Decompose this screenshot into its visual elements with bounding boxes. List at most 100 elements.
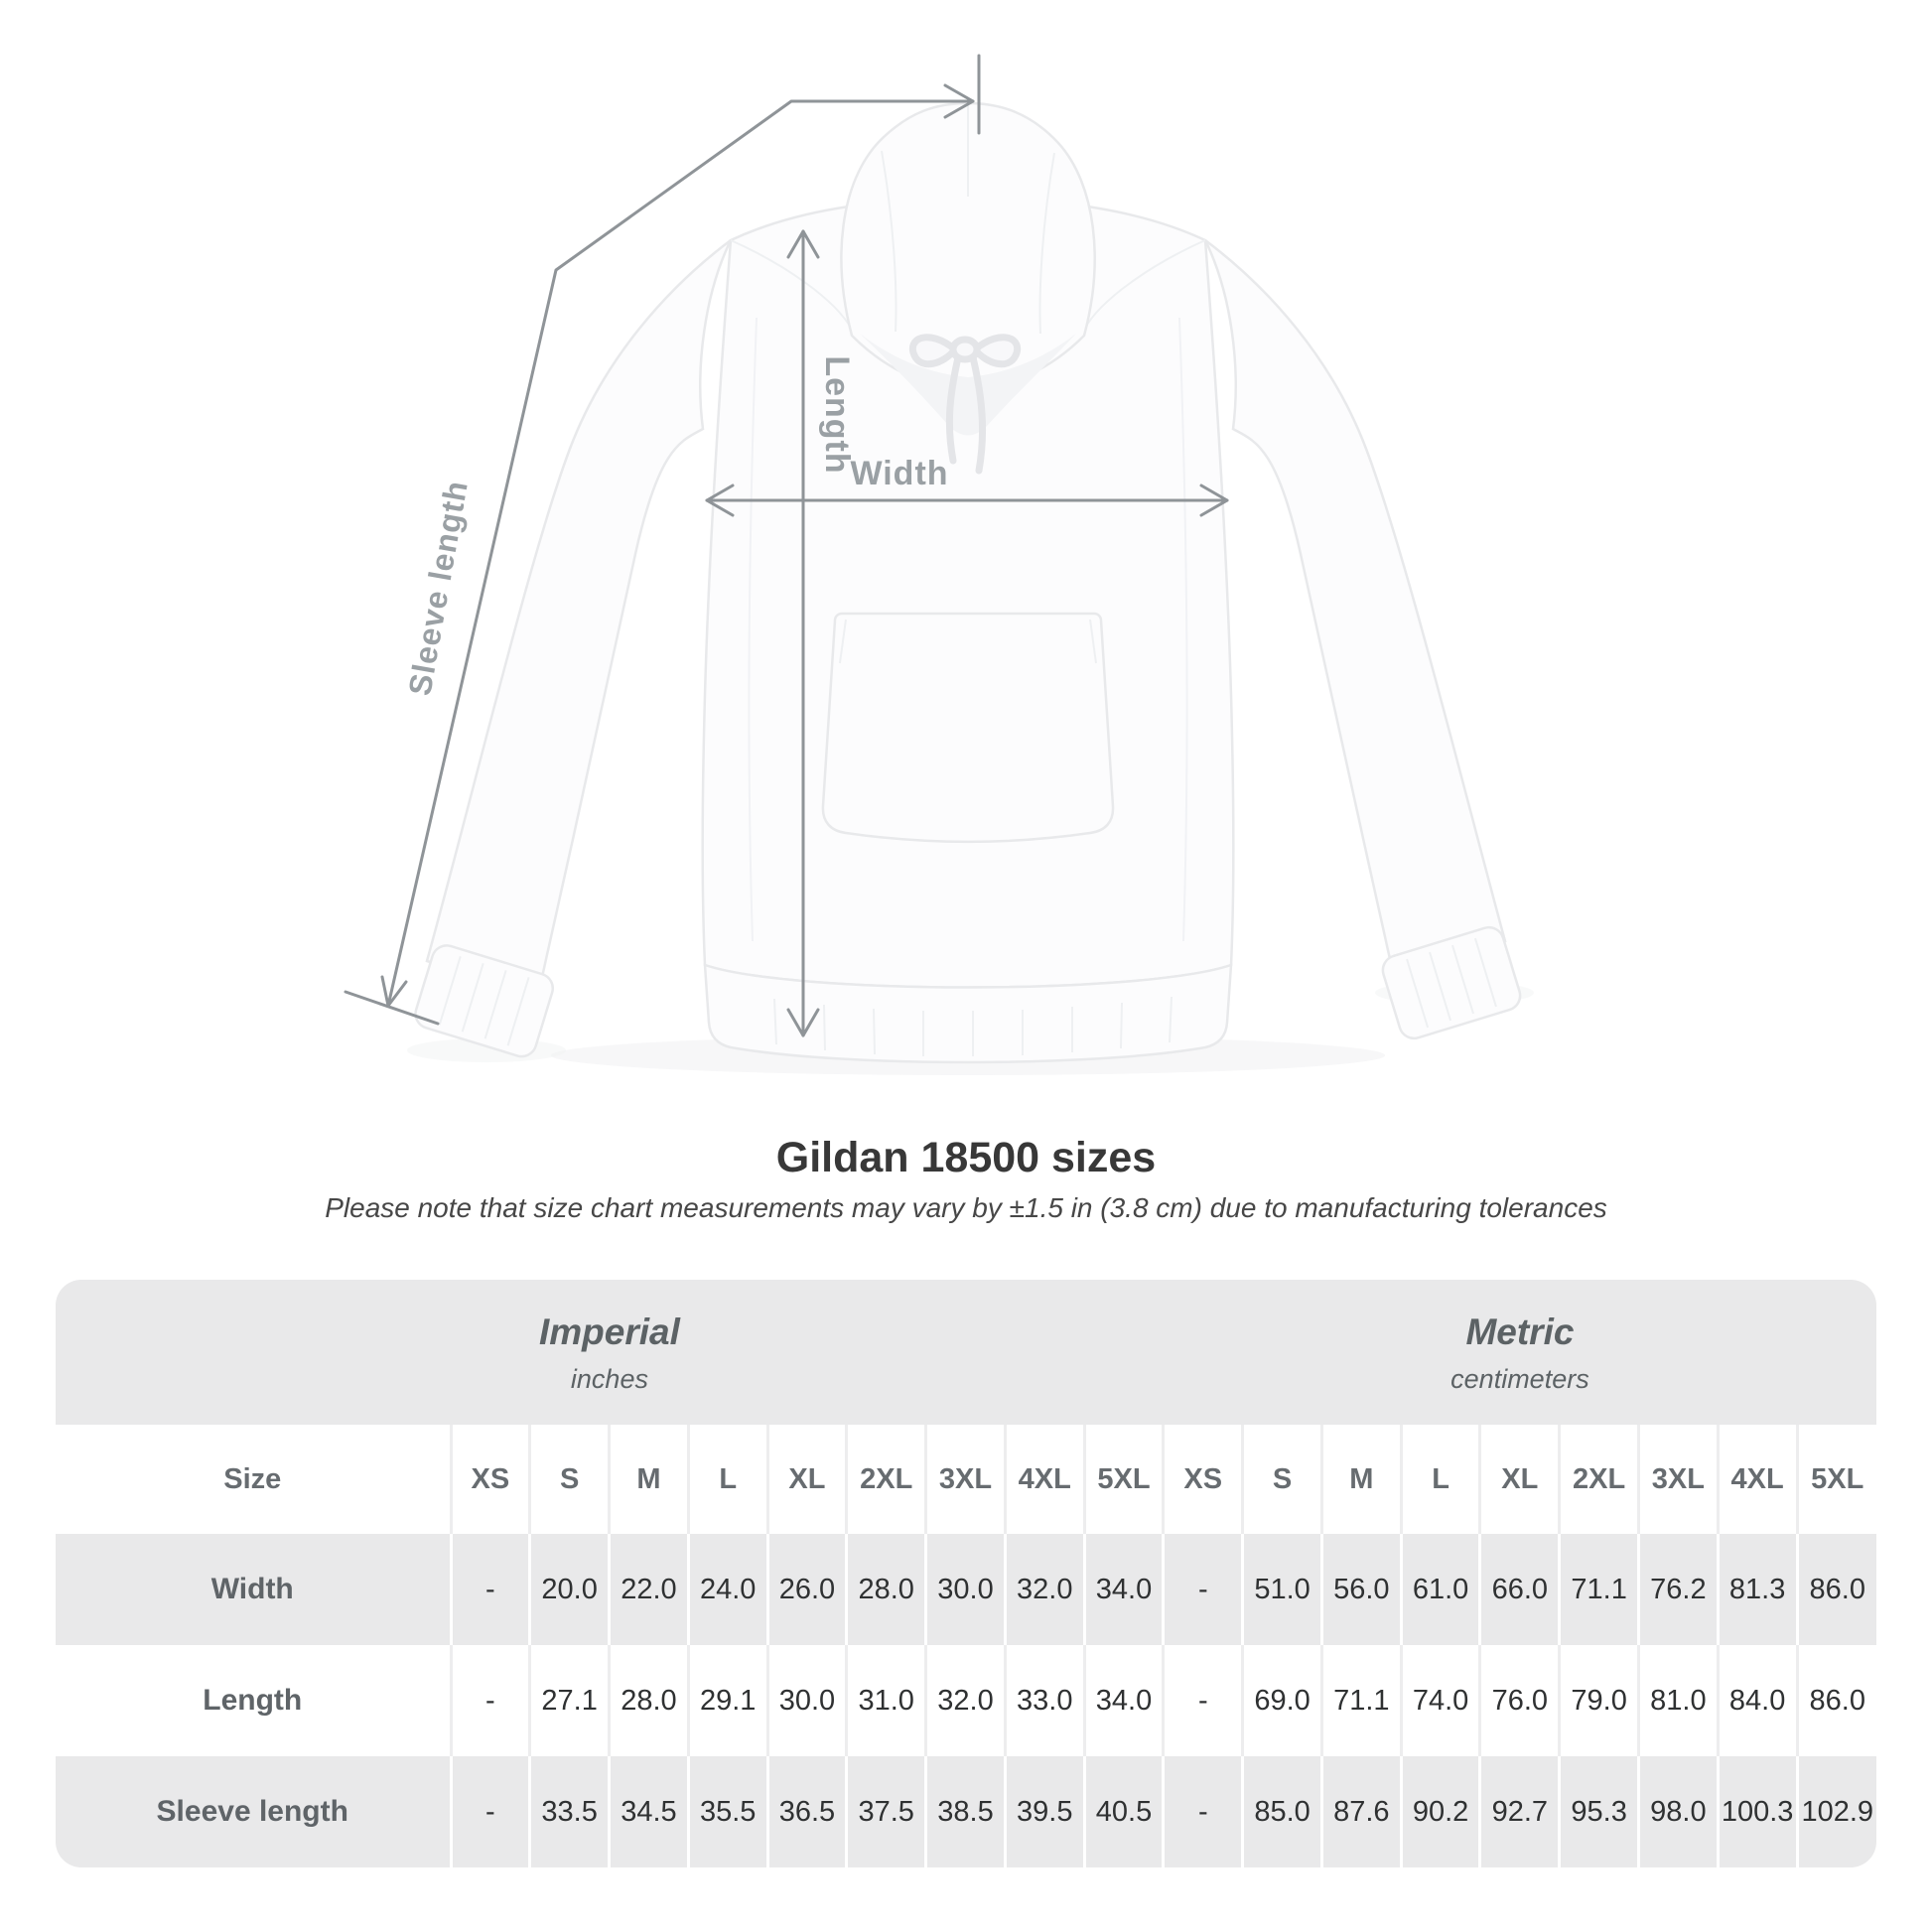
hoodie-drawstrings	[908, 334, 1022, 475]
row-label-length: Length	[203, 1684, 303, 1717]
width-metric-xs: -	[1162, 1534, 1243, 1645]
hoodie-waistband	[703, 963, 1233, 1064]
imperial-group-label: Imperial	[538, 1311, 680, 1353]
size-header-metric-xs: XS	[1162, 1425, 1243, 1534]
size-header-imperial-l: L	[686, 1425, 768, 1534]
size-header-metric-3xl: 3XL	[1636, 1425, 1719, 1534]
sleeve-imperial-xs: -	[449, 1756, 530, 1867]
length-imperial-xs: -	[449, 1645, 530, 1756]
size-header-metric-m: M	[1319, 1425, 1402, 1534]
width-imperial-s: 20.0	[528, 1534, 610, 1645]
size-header-metric-s: S	[1241, 1425, 1322, 1534]
sleeve-metric-xl: 92.7	[1478, 1756, 1560, 1867]
size-header-imperial-5xl: 5XL	[1082, 1425, 1164, 1534]
sleeve-metric-l: 90.2	[1399, 1756, 1480, 1867]
width-metric-3xl: 76.2	[1636, 1534, 1719, 1645]
width-metric-l: 61.0	[1399, 1534, 1480, 1645]
row-label-sleeve-length: Sleeve length	[156, 1795, 348, 1828]
hood-opening-shadow	[860, 334, 1076, 436]
width-metric-4xl: 81.3	[1716, 1534, 1798, 1645]
length-measure-label: Length	[818, 355, 856, 474]
row-label-width: Width	[210, 1573, 294, 1605]
imperial-group-header: Imperial inches	[56, 1280, 1164, 1425]
page-title: Gildan 18500 sizes	[775, 1134, 1157, 1181]
hoodie-image	[414, 101, 1522, 1064]
width-imperial-4xl: 32.0	[1003, 1534, 1085, 1645]
width-imperial-5xl: 34.0	[1082, 1534, 1164, 1645]
sleeve-metric-xs: -	[1162, 1756, 1243, 1867]
width-imperial-xs: -	[449, 1534, 530, 1645]
width-measure	[705, 483, 1229, 517]
length-metric-5xl: 86.0	[1795, 1645, 1876, 1756]
size-chart-table: Imperial inches Metric centimeters Size …	[56, 1280, 1876, 1867]
cuff-tick	[344, 990, 440, 1026]
sleeve-metric-2xl: 95.3	[1558, 1756, 1639, 1867]
width-metric-s: 51.0	[1241, 1534, 1322, 1645]
size-header-imperial-m: M	[608, 1425, 689, 1534]
sleeve-metric-5xl: 102.9	[1795, 1756, 1876, 1867]
sleeve-imperial-3xl: 38.5	[924, 1756, 1006, 1867]
width-metric-xl: 66.0	[1478, 1534, 1560, 1645]
hoodie-left-sleeve	[425, 239, 733, 997]
hoodie-left-cuff	[414, 944, 555, 1058]
width-metric-2xl: 71.1	[1558, 1534, 1639, 1645]
sleeve-imperial-l: 35.5	[686, 1756, 768, 1867]
width-metric-5xl: 86.0	[1795, 1534, 1876, 1645]
arrowhead-left-icon	[705, 483, 735, 517]
imperial-unit-label: inches	[570, 1363, 648, 1394]
length-measure	[786, 229, 820, 1037]
sleeve-imperial-5xl: 40.5	[1082, 1756, 1164, 1867]
length-imperial-xl: 30.0	[765, 1645, 847, 1756]
metric-group-label: Metric	[1465, 1311, 1575, 1353]
length-imperial-2xl: 31.0	[845, 1645, 926, 1756]
width-row: Width - 20.0 22.0 24.0 26.0 28.0 30.0 32…	[56, 1534, 1876, 1645]
sleeve-metric-3xl: 98.0	[1636, 1756, 1719, 1867]
size-header-imperial-3xl: 3XL	[924, 1425, 1006, 1534]
size-header-imperial-2xl: 2XL	[845, 1425, 926, 1534]
length-row: Length - 27.1 28.0 29.1 30.0 31.0 32.0 3…	[56, 1645, 1876, 1756]
hoodie-measurement-diagram: Length Width Sleeve length	[344, 54, 1522, 1064]
arrowhead-down-icon	[786, 1008, 820, 1037]
length-imperial-s: 27.1	[528, 1645, 610, 1756]
hoodie-pocket	[821, 612, 1115, 844]
size-header-row: Size XS S M L XL 2XL 3XL 4XL 5XL XS S M …	[56, 1425, 1876, 1534]
sleeve-length-row: Sleeve length - 33.5 34.5 35.5 36.5 37.5…	[56, 1756, 1876, 1867]
length-metric-4xl: 84.0	[1716, 1645, 1798, 1756]
width-measure-label: Width	[850, 455, 948, 492]
size-header-imperial-4xl: 4XL	[1003, 1425, 1085, 1534]
size-header-metric-5xl: 5XL	[1795, 1425, 1876, 1534]
size-column-header: Size	[223, 1462, 282, 1495]
width-imperial-xl: 26.0	[765, 1534, 847, 1645]
width-imperial-3xl: 30.0	[924, 1534, 1006, 1645]
hoodie-right-cuff	[1381, 925, 1522, 1040]
size-chart-card: Imperial inches Metric centimeters Size …	[56, 1280, 1876, 1867]
size-header-metric-4xl: 4XL	[1716, 1425, 1798, 1534]
size-header-metric-l: L	[1399, 1425, 1480, 1534]
sleeve-imperial-4xl: 39.5	[1003, 1756, 1085, 1867]
sleeve-imperial-xl: 36.5	[765, 1756, 847, 1867]
size-header-imperial-xl: XL	[765, 1425, 847, 1534]
width-imperial-l: 24.0	[686, 1534, 768, 1645]
length-imperial-l: 29.1	[686, 1645, 768, 1756]
size-header-metric-2xl: 2XL	[1558, 1425, 1639, 1534]
sleeve-length-measure-label: Sleeve length	[401, 478, 475, 698]
sleeve-metric-m: 87.6	[1319, 1756, 1402, 1867]
sleeve-imperial-2xl: 37.5	[845, 1756, 926, 1867]
width-metric-m: 56.0	[1319, 1534, 1402, 1645]
arrowhead-right-icon	[943, 83, 975, 119]
length-metric-xl: 76.0	[1478, 1645, 1560, 1756]
sleeve-metric-4xl: 100.3	[1716, 1756, 1798, 1867]
arrowhead-right-icon	[1199, 483, 1229, 517]
length-metric-m: 71.1	[1319, 1645, 1402, 1756]
hoodie-right-sleeve	[1203, 239, 1507, 979]
length-imperial-5xl: 34.0	[1082, 1645, 1164, 1756]
size-header-metric-xl: XL	[1478, 1425, 1560, 1534]
unit-group-row: Imperial inches Metric centimeters	[56, 1280, 1876, 1425]
hoodie-waistband-ribs	[773, 996, 1173, 1056]
length-imperial-m: 28.0	[608, 1645, 689, 1756]
sleeve-imperial-s: 33.5	[528, 1756, 610, 1867]
length-imperial-3xl: 32.0	[924, 1645, 1006, 1756]
length-metric-2xl: 79.0	[1558, 1645, 1639, 1756]
tolerance-note: Please note that size chart measurements…	[325, 1192, 1607, 1223]
